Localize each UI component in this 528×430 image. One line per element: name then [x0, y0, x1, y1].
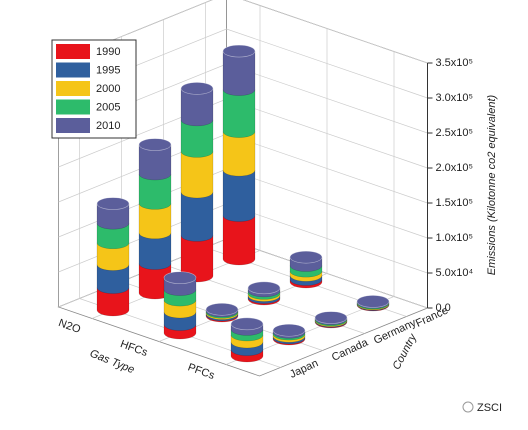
watermark-icon: [462, 401, 474, 413]
cylinder-segment: [180, 191, 214, 242]
plot: [96, 44, 390, 363]
cylinder-segment: [222, 215, 256, 266]
legend-label: 1995: [96, 64, 120, 76]
cylinder-segment: [222, 89, 256, 138]
legend-label: 2005: [96, 101, 120, 113]
cylinder-top: [356, 295, 390, 308]
cylinder-segment: [180, 119, 214, 158]
cylinder-top: [163, 271, 197, 285]
cylinder-segment: [96, 287, 130, 317]
x-tick-label: HFCs: [119, 338, 150, 359]
cylinder-segment: [96, 203, 130, 230]
cylinder-top: [247, 281, 281, 295]
cylinder-segment: [138, 203, 172, 240]
legend-swatch: [56, 118, 90, 133]
y-tick-label: 1.5x10⁵: [436, 197, 474, 209]
legend-label: 2010: [96, 120, 120, 132]
cylinder-top: [180, 82, 214, 95]
y-axis-title: Emissions (Kilotonne co2 equivalent): [486, 94, 498, 275]
y-tick-label: 5.0x10⁴: [436, 267, 474, 279]
cylinder-top: [272, 323, 306, 337]
legend-label: 1990: [96, 46, 120, 58]
legend: 1990 1995 2000 2005 2010: [51, 39, 137, 139]
cylinder-segment: [96, 222, 130, 250]
cylinder-segment: [138, 144, 172, 181]
cylinder-segment: [222, 50, 256, 96]
grid-line: [58, 0, 428, 64]
cylinder-segment: [180, 88, 214, 127]
cylinder-segment: [96, 264, 130, 294]
cylinder-segment: [138, 173, 172, 210]
cylinder-top: [314, 311, 348, 324]
cylinder-top: [222, 44, 256, 58]
y-tick-label: 2.0x10⁵: [436, 162, 474, 174]
x-tick-label: N2O: [57, 317, 83, 336]
cylinder-top: [138, 138, 172, 151]
cylinder-segment: [222, 131, 256, 177]
watermark: ZSCI: [477, 402, 502, 414]
y-tick-label: 3.0x10⁵: [436, 92, 474, 104]
cylinder-top: [96, 197, 130, 210]
cylinder-segment: [180, 151, 214, 199]
cylinder-segment: [222, 169, 256, 222]
cylinder-segment: [96, 242, 130, 271]
y-tick-label: 1.0x10⁵: [436, 232, 474, 244]
legend-swatch: [56, 62, 90, 78]
legend-swatch: [56, 44, 90, 59]
cylinder-top: [230, 317, 264, 331]
legend-label: 2000: [96, 83, 120, 95]
y-tick-label: 0.0: [436, 302, 451, 314]
x-tick-label: PFCs: [186, 361, 216, 382]
legend-swatch: [56, 81, 90, 96]
cylinder-top: [205, 302, 239, 316]
y-tick-label: 2.5x10⁵: [436, 127, 474, 139]
cylinder-top: [289, 250, 323, 264]
y-tick-label: 3.5x10⁵: [436, 57, 474, 69]
legend-swatch: [56, 99, 90, 115]
cylinder-segment: [138, 232, 172, 270]
